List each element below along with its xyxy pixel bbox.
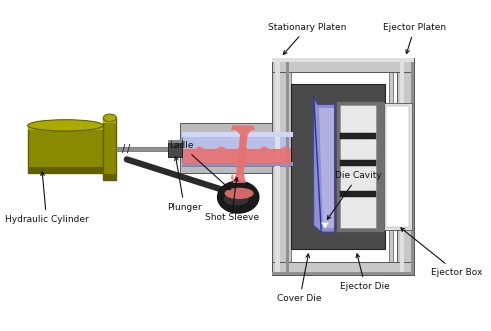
- Bar: [275, 58, 280, 275]
- Bar: [286, 58, 289, 275]
- Bar: [291, 84, 385, 249]
- Polygon shape: [184, 146, 291, 152]
- Text: Ladle: Ladle: [169, 141, 230, 190]
- Polygon shape: [27, 125, 103, 130]
- Bar: [103, 118, 116, 123]
- Polygon shape: [231, 172, 234, 183]
- Bar: [180, 123, 295, 172]
- Bar: [272, 58, 289, 275]
- Text: Shot Sleeve: Shot Sleeve: [205, 177, 259, 222]
- Bar: [383, 103, 412, 230]
- Bar: [397, 58, 414, 275]
- Text: Hydraulic Cylinder: Hydraulic Cylinder: [5, 172, 88, 224]
- Bar: [389, 58, 393, 275]
- Polygon shape: [319, 108, 334, 228]
- Text: /: /: [127, 144, 130, 154]
- Text: Ejector Box: Ejector Box: [401, 228, 482, 277]
- Bar: [386, 106, 409, 227]
- Ellipse shape: [27, 120, 103, 131]
- Bar: [168, 140, 182, 158]
- Ellipse shape: [224, 188, 254, 199]
- Polygon shape: [233, 130, 251, 183]
- Text: Plunger: Plunger: [167, 157, 202, 212]
- Bar: [182, 132, 293, 137]
- Polygon shape: [231, 125, 255, 130]
- Polygon shape: [314, 97, 334, 232]
- Ellipse shape: [224, 193, 249, 206]
- Text: Cover Die: Cover Die: [277, 254, 322, 303]
- Ellipse shape: [103, 114, 116, 121]
- Text: Die Cavity: Die Cavity: [327, 171, 382, 219]
- Bar: [340, 191, 376, 197]
- Bar: [272, 272, 414, 275]
- Bar: [103, 174, 116, 180]
- Bar: [116, 147, 168, 151]
- Bar: [168, 140, 182, 143]
- Text: Ejector Platen: Ejector Platen: [383, 23, 446, 54]
- Bar: [182, 132, 293, 166]
- Polygon shape: [184, 149, 291, 164]
- Polygon shape: [321, 223, 329, 228]
- Bar: [336, 101, 383, 232]
- Bar: [103, 118, 116, 180]
- Text: Ejector Die: Ejector Die: [340, 254, 390, 291]
- Bar: [182, 162, 293, 166]
- Bar: [287, 58, 291, 275]
- Bar: [340, 160, 376, 166]
- Bar: [400, 58, 404, 275]
- Bar: [340, 105, 376, 228]
- Text: Stationary Platen: Stationary Platen: [268, 23, 346, 54]
- Bar: [27, 125, 103, 172]
- Bar: [411, 58, 414, 275]
- Ellipse shape: [218, 181, 259, 213]
- Bar: [272, 58, 414, 71]
- Polygon shape: [27, 167, 103, 172]
- Bar: [340, 133, 376, 139]
- Bar: [272, 58, 414, 62]
- Bar: [272, 262, 414, 275]
- Text: /: /: [122, 144, 126, 154]
